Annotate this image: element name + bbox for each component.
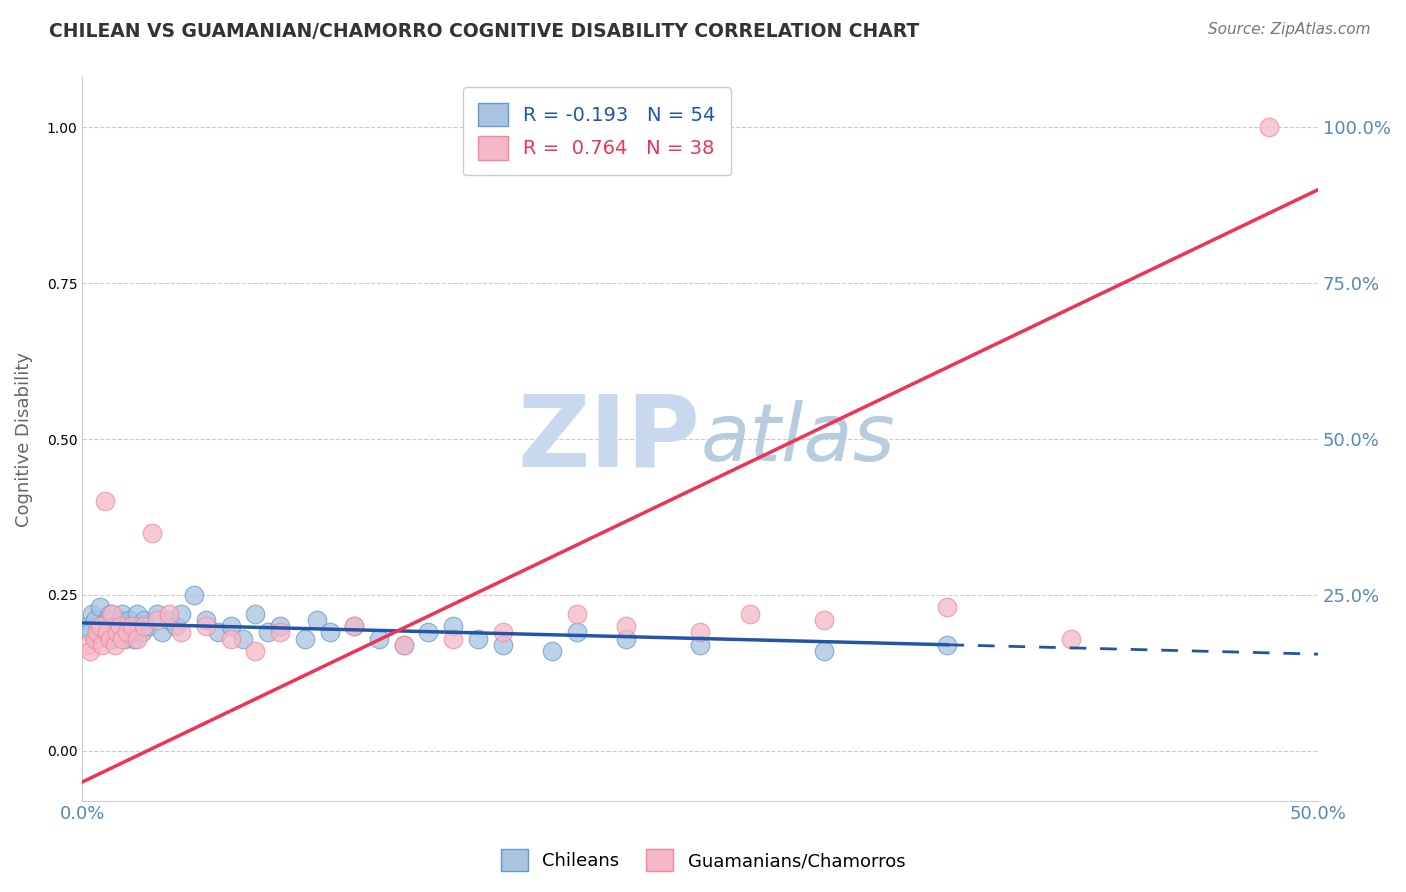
Point	[170, 625, 193, 640]
Point	[1060, 632, 1083, 646]
Legend: Chileans, Guamanians/Chamorros: Chileans, Guamanians/Chamorros	[494, 842, 912, 879]
Point	[108, 619, 131, 633]
Point	[318, 625, 340, 640]
Point	[76, 638, 98, 652]
Point	[343, 619, 366, 633]
Point	[76, 619, 98, 633]
Point	[145, 613, 167, 627]
Point	[91, 619, 114, 633]
Point	[343, 619, 366, 633]
Point	[93, 625, 115, 640]
Point	[183, 588, 205, 602]
Point	[150, 625, 173, 640]
Point	[79, 644, 101, 658]
Point	[195, 619, 218, 633]
Point	[565, 607, 588, 621]
Point	[101, 607, 124, 621]
Point	[936, 600, 959, 615]
Point	[165, 619, 187, 633]
Point	[307, 613, 329, 627]
Point	[170, 607, 193, 621]
Point	[392, 638, 415, 652]
Text: CHILEAN VS GUAMANIAN/CHAMORRO COGNITIVE DISABILITY CORRELATION CHART: CHILEAN VS GUAMANIAN/CHAMORRO COGNITIVE …	[49, 22, 920, 41]
Point	[125, 632, 148, 646]
Point	[541, 644, 564, 658]
Point	[125, 607, 148, 621]
Point	[614, 619, 637, 633]
Point	[83, 632, 105, 646]
Point	[96, 625, 118, 640]
Point	[269, 625, 291, 640]
Point	[245, 644, 267, 658]
Point	[115, 619, 138, 633]
Point	[219, 632, 242, 646]
Point	[82, 607, 104, 621]
Point	[114, 632, 136, 646]
Point	[108, 613, 131, 627]
Legend: R = -0.193   N = 54, R =  0.764   N = 38: R = -0.193 N = 54, R = 0.764 N = 38	[463, 87, 731, 176]
Point	[232, 632, 254, 646]
Point	[83, 613, 105, 627]
Point	[565, 625, 588, 640]
Point	[491, 638, 513, 652]
Point	[219, 619, 242, 633]
Point	[195, 613, 218, 627]
Point	[105, 625, 128, 640]
Point	[86, 625, 108, 640]
Point	[96, 613, 118, 627]
Y-axis label: Cognitive Disability: Cognitive Disability	[15, 351, 32, 526]
Point	[207, 625, 229, 640]
Point	[245, 607, 267, 621]
Point	[98, 632, 121, 646]
Point	[257, 625, 280, 640]
Point	[104, 619, 127, 633]
Point	[131, 625, 153, 640]
Point	[89, 600, 111, 615]
Point	[134, 613, 156, 627]
Point	[392, 638, 415, 652]
Point	[111, 607, 134, 621]
Point	[121, 625, 143, 640]
Point	[689, 625, 711, 640]
Point	[79, 625, 101, 640]
Point	[121, 619, 143, 633]
Point	[738, 607, 761, 621]
Point	[134, 619, 156, 633]
Point	[128, 619, 150, 633]
Point	[111, 632, 134, 646]
Point	[105, 625, 128, 640]
Text: ZIP: ZIP	[517, 391, 700, 488]
Point	[368, 632, 391, 646]
Point	[101, 632, 124, 646]
Point	[441, 619, 464, 633]
Point	[145, 607, 167, 621]
Point	[936, 638, 959, 652]
Point	[813, 644, 835, 658]
Point	[91, 638, 114, 652]
Point	[294, 632, 316, 646]
Point	[689, 638, 711, 652]
Point	[441, 632, 464, 646]
Point	[467, 632, 489, 646]
Point	[86, 632, 108, 646]
Point	[138, 619, 160, 633]
Point	[269, 619, 291, 633]
Point	[89, 619, 111, 633]
Point	[491, 625, 513, 640]
Text: Source: ZipAtlas.com: Source: ZipAtlas.com	[1208, 22, 1371, 37]
Point	[141, 525, 163, 540]
Point	[157, 607, 180, 621]
Point	[118, 613, 141, 627]
Point	[813, 613, 835, 627]
Point	[104, 638, 127, 652]
Point	[418, 625, 440, 640]
Point	[115, 625, 138, 640]
Point	[157, 613, 180, 627]
Point	[98, 607, 121, 621]
Point	[93, 494, 115, 508]
Point	[1257, 120, 1279, 135]
Text: atlas: atlas	[700, 400, 896, 478]
Point	[614, 632, 637, 646]
Point	[124, 632, 146, 646]
